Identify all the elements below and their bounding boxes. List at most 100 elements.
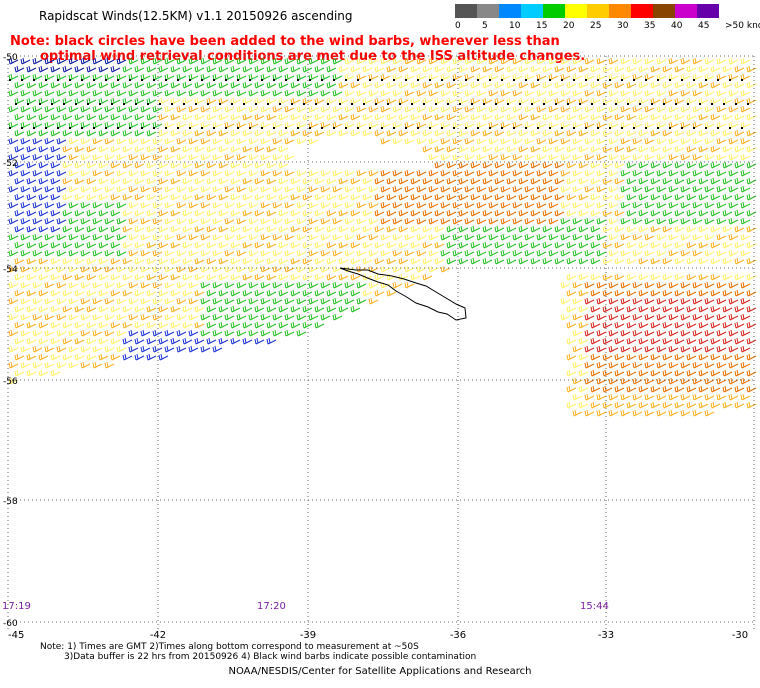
wind-barb — [314, 193, 325, 201]
wind-barb — [392, 89, 403, 97]
wind-barb — [62, 209, 73, 217]
wind-barb — [452, 249, 463, 257]
quality-flag-dot — [273, 79, 275, 81]
wind-barb — [368, 201, 379, 209]
wind-barb — [332, 233, 343, 241]
wind-barb — [182, 193, 193, 201]
wind-barb — [26, 289, 37, 297]
quality-flag-dot — [315, 103, 317, 105]
wind-barb — [170, 193, 181, 201]
quality-flag-dot — [105, 79, 107, 81]
wind-barb — [356, 233, 367, 241]
wind-barb — [674, 113, 685, 121]
wind-barb — [686, 65, 697, 73]
wind-barb — [266, 145, 277, 153]
wind-barb — [200, 201, 211, 209]
wind-barb — [260, 281, 271, 289]
wind-barb — [470, 65, 481, 73]
quality-flag-dot — [699, 103, 701, 105]
wind-barb — [182, 145, 193, 153]
wind-barb — [542, 161, 553, 169]
wind-barb — [284, 233, 295, 241]
wind-barb — [20, 201, 31, 209]
wind-barb — [74, 193, 85, 201]
wind-barb — [698, 209, 709, 217]
wind-barb — [704, 217, 715, 225]
wind-barb — [734, 353, 745, 361]
wind-barb — [728, 281, 739, 289]
wind-barb — [26, 209, 37, 217]
wind-barb — [452, 233, 463, 241]
quality-flag-dot — [639, 103, 641, 105]
wind-barb — [536, 57, 547, 65]
wind-barb — [530, 241, 541, 249]
wind-barb — [476, 217, 487, 225]
wind-barb — [674, 81, 685, 89]
wind-barb — [680, 393, 691, 401]
wind-barb — [746, 273, 757, 281]
wind-barb — [278, 81, 289, 89]
wind-barb — [194, 273, 205, 281]
wind-barb — [626, 273, 637, 281]
wind-barb — [734, 401, 745, 409]
wind-barb — [74, 241, 85, 249]
wind-barb — [692, 393, 703, 401]
wind-barb — [104, 297, 115, 305]
wind-barb — [74, 289, 85, 297]
wind-barb — [26, 257, 37, 265]
wind-barb — [164, 169, 175, 177]
wind-barb — [158, 305, 169, 313]
quality-flag-dot — [747, 103, 749, 105]
wind-barb — [668, 169, 679, 177]
wind-barb — [476, 233, 487, 241]
wind-barb — [428, 233, 439, 241]
wind-barb — [740, 201, 751, 209]
wind-barb — [470, 129, 481, 137]
wind-barb — [176, 153, 187, 161]
wind-barb — [230, 65, 241, 73]
scale-label: 15 — [536, 21, 548, 31]
wind-barb — [494, 113, 505, 121]
wind-barb — [722, 161, 733, 169]
wind-barb — [200, 297, 211, 305]
quality-flag-dot — [609, 79, 611, 81]
wind-barb — [374, 289, 385, 297]
wind-barb — [164, 217, 175, 225]
wind-barb — [482, 81, 493, 89]
wind-barb — [368, 217, 379, 225]
wind-barb — [230, 225, 241, 233]
wind-barb — [692, 185, 703, 193]
wind-barb — [14, 177, 25, 185]
wind-barb — [14, 241, 25, 249]
wind-barb — [578, 177, 589, 185]
wind-barb — [662, 193, 673, 201]
wind-barb — [518, 177, 529, 185]
wind-barb — [92, 249, 103, 257]
wind-barb — [254, 321, 265, 329]
wind-barb — [650, 177, 661, 185]
wind-barb — [62, 353, 73, 361]
wind-barb — [680, 377, 691, 385]
wind-barb — [44, 217, 55, 225]
wind-barb — [326, 225, 337, 233]
latitude-label: -58 — [3, 497, 18, 507]
wind-barb — [344, 297, 355, 305]
wind-barb — [122, 145, 133, 153]
wind-barb — [248, 89, 259, 97]
wind-barb — [374, 273, 385, 281]
wind-barb — [314, 113, 325, 121]
wind-barb — [446, 257, 457, 265]
quality-flag-dot — [429, 127, 431, 129]
wind-barb — [680, 201, 691, 209]
wind-barb — [68, 329, 79, 337]
wind-barb — [320, 297, 331, 305]
wind-barb — [602, 321, 613, 329]
wind-barb — [20, 249, 31, 257]
quality-flag-dot — [33, 79, 35, 81]
wind-barb — [188, 169, 199, 177]
wind-barb — [704, 105, 715, 113]
wind-barb — [284, 249, 295, 257]
wind-barb — [158, 289, 169, 297]
wind-barb — [716, 297, 727, 305]
wind-barb — [86, 337, 97, 345]
